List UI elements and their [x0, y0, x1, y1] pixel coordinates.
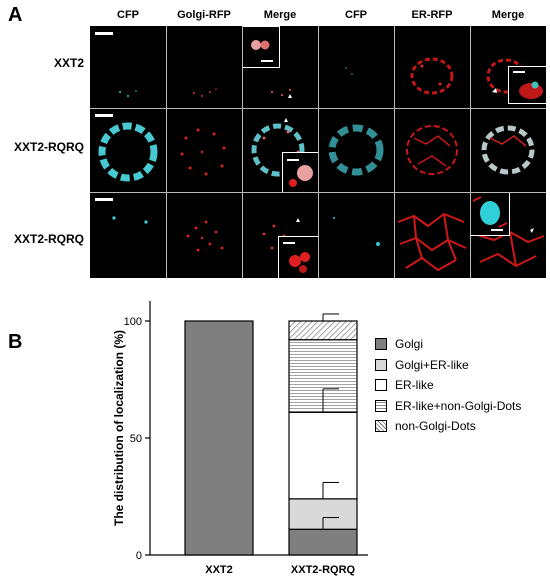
- image-r2-cfp: [90, 108, 166, 192]
- stacked-bar-chart: The distribution of localization (%) 0 50…: [112, 301, 368, 576]
- image-r3-er-rfp: [394, 192, 470, 278]
- legend-label: Golgi+ER-like: [395, 357, 469, 372]
- image-r3-cfp: [90, 192, 166, 278]
- legend-swatch: [375, 358, 387, 371]
- error-bar-xxt2-rqrq-er-like: [322, 388, 339, 413]
- legend-label: ER-like+non-Golgi-Dots: [395, 398, 522, 413]
- image-r1-er-rfp: [394, 26, 470, 108]
- legend-swatch: [375, 420, 387, 433]
- inset-r1-merge: [242, 26, 280, 68]
- x-tick-labels: XXT2 XXT2-RQRQ: [205, 564, 355, 576]
- image-r3-cfp-er: [318, 192, 394, 278]
- column-header-merge-2: Merge: [491, 9, 525, 21]
- legend-item: non-Golgi-Dots: [375, 416, 521, 437]
- legend-label: non-Golgi-Dots: [395, 419, 476, 434]
- column-header-cfp-1: CFP: [117, 9, 139, 21]
- legend-label: ER-like: [395, 378, 434, 393]
- inset-r3-merge-er: [470, 192, 510, 236]
- error-bars: [322, 313, 339, 530]
- column-header-cfp-2: CFP: [345, 9, 367, 21]
- row-label-xxt2: XXT2: [53, 56, 84, 70]
- panel-a-letter: A: [8, 4, 23, 26]
- error-bar-xxt2-rqrq-golgi: [322, 517, 339, 530]
- image-r2-golgi-rfp: [166, 108, 242, 192]
- error-bar-xxt2-rqrq-non-golgi-dots: [322, 313, 339, 321]
- bar-xxt2-rqrq-non-golgi-dots: [288, 320, 358, 341]
- inset-r3-merge: [278, 236, 318, 278]
- bar-xxt2-rqrq-golgi-er-like: [288, 498, 358, 530]
- column-header-er-rfp: ER-RFP: [411, 9, 453, 21]
- image-r3-merge: [242, 192, 318, 278]
- bar-xxt2-golgi: [184, 320, 254, 556]
- image-r1-golgi-rfp: [166, 26, 242, 108]
- legend: Golgi Golgi+ER-like ER-like ER-like+non-Gol…: [375, 334, 521, 437]
- legend-item: Golgi+ER-like: [375, 355, 521, 376]
- image-r3-merge-er: [470, 192, 546, 278]
- scale-bar-r2: [95, 114, 113, 117]
- inset-r2-merge: [282, 152, 318, 192]
- image-r2-er-rfp: [394, 108, 470, 192]
- scale-bar-r3: [95, 198, 113, 201]
- y-tick-label-100: 100: [124, 316, 142, 328]
- image-r2-merge-er: [470, 108, 546, 192]
- image-r1-cfp: [90, 26, 166, 108]
- row-label-xxt2-rqrq-2: XXT2-RQRQ: [13, 232, 84, 246]
- microscopy-image-grid: [90, 26, 546, 278]
- legend-swatch: [375, 338, 387, 351]
- bars: [184, 320, 358, 556]
- y-axis-label: The distribution of localization (%): [112, 330, 126, 526]
- image-r1-merge-er: [470, 26, 546, 108]
- legend-item: ER-like+non-Golgi-Dots: [375, 396, 521, 417]
- image-r1-merge: [242, 26, 318, 108]
- row-label-xxt2-rqrq-1: XXT2-RQRQ: [13, 140, 84, 154]
- scale-bar-r1: [95, 32, 113, 35]
- x-tick-label-1: XXT2-RQRQ: [291, 564, 356, 576]
- y-axis: 0 50 100: [124, 301, 151, 562]
- error-bar-xxt2-rqrq-golgi-er-like: [322, 481, 339, 499]
- bar-xxt2-rqrq-golgi: [288, 528, 358, 556]
- y-tick-label-50: 50: [130, 433, 142, 445]
- legend-item: Golgi: [375, 334, 521, 355]
- x-tick-label-0: XXT2: [205, 564, 233, 576]
- image-r1-cfp-er: [318, 26, 394, 108]
- legend-swatch: [375, 399, 387, 412]
- panel-b-letter: B: [8, 331, 23, 353]
- image-r2-cfp-er: [318, 108, 394, 192]
- column-header-golgi-rfp: Golgi-RFP: [177, 9, 231, 21]
- y-tick-label-0: 0: [136, 550, 142, 562]
- legend-label: Golgi: [395, 337, 424, 352]
- column-header-merge-1: Merge: [263, 9, 297, 21]
- legend-item: ER-like: [375, 375, 521, 396]
- image-r2-merge: [242, 108, 318, 192]
- inset-r1-merge-er: [508, 66, 546, 104]
- image-r3-golgi-rfp: [166, 192, 242, 278]
- legend-swatch: [375, 379, 387, 392]
